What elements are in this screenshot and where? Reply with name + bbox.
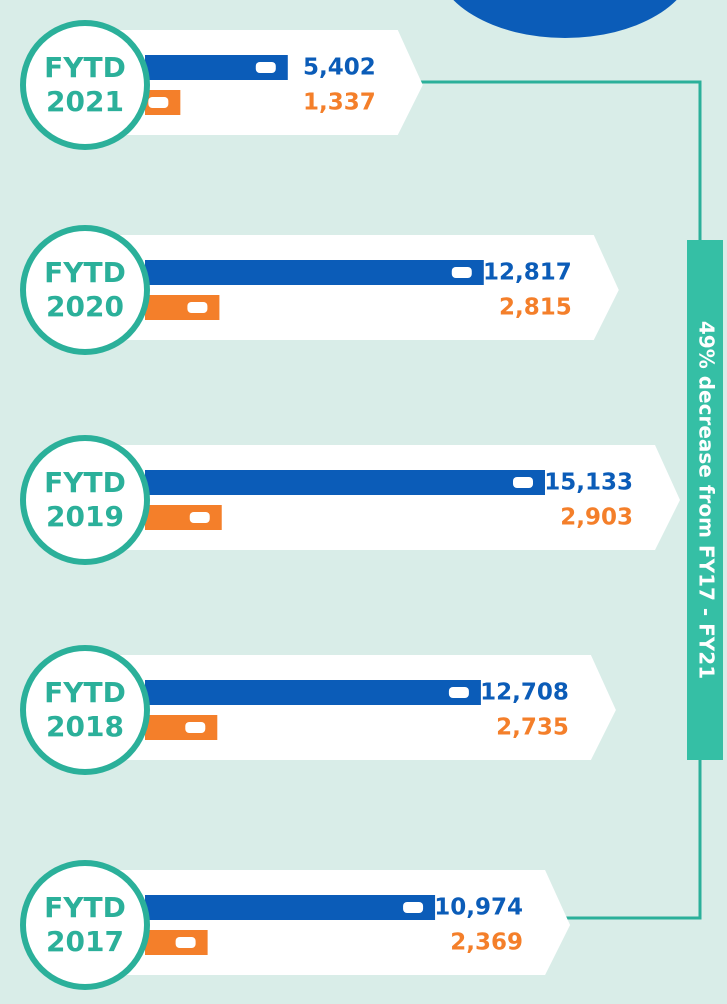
category-label: FYTD 2019 <box>44 466 126 533</box>
bar-icon <box>185 722 206 733</box>
bar <box>145 260 484 285</box>
value-label: 10,974 <box>434 895 523 921</box>
value-label: 12,817 <box>483 260 572 286</box>
bar <box>145 680 481 705</box>
year-circle <box>20 860 150 990</box>
value-label: 2,369 <box>450 930 523 956</box>
decor-blob <box>453 0 677 38</box>
row-panel <box>90 235 619 340</box>
year-circle <box>20 645 150 775</box>
row-panel <box>90 870 571 975</box>
row-panel <box>90 655 616 760</box>
year-circle <box>20 435 150 565</box>
bar-icon <box>189 512 210 523</box>
value-label: 2,903 <box>560 505 633 531</box>
category-label: FYTD 2018 <box>44 676 126 743</box>
bar <box>145 715 218 740</box>
value-label: 2,815 <box>499 295 572 321</box>
bar-icon <box>148 97 169 108</box>
value-label: 15,133 <box>544 470 633 496</box>
bar-icon <box>513 477 533 488</box>
value-label: 12,708 <box>480 680 569 706</box>
bar-icon <box>175 937 196 948</box>
annotation: 49% decrease from FY17 - FY21 <box>695 321 719 679</box>
value-label: 5,402 <box>303 55 376 81</box>
year-circle <box>20 20 150 150</box>
rows: 5,402 1,337 12,817 2,815 15,133 2,903 12,708 2,… <box>20 20 680 990</box>
bar-icon <box>187 302 208 313</box>
row-panel <box>90 445 680 550</box>
bar-icon <box>255 62 276 73</box>
value-label: 2,735 <box>496 715 569 741</box>
bar-icon <box>448 687 469 698</box>
bar <box>145 470 545 495</box>
bar <box>145 895 436 920</box>
bar <box>145 295 220 320</box>
category-label: FYTD 2021 <box>44 51 126 118</box>
category-label: FYTD 2020 <box>44 256 126 323</box>
category-label: FYTD 2017 <box>44 891 126 958</box>
bar-icon <box>403 902 424 913</box>
bar-icon <box>451 267 472 278</box>
year-circle <box>20 225 150 355</box>
annotation-box <box>687 240 723 760</box>
bar <box>145 505 222 530</box>
value-label: 1,337 <box>303 90 376 116</box>
